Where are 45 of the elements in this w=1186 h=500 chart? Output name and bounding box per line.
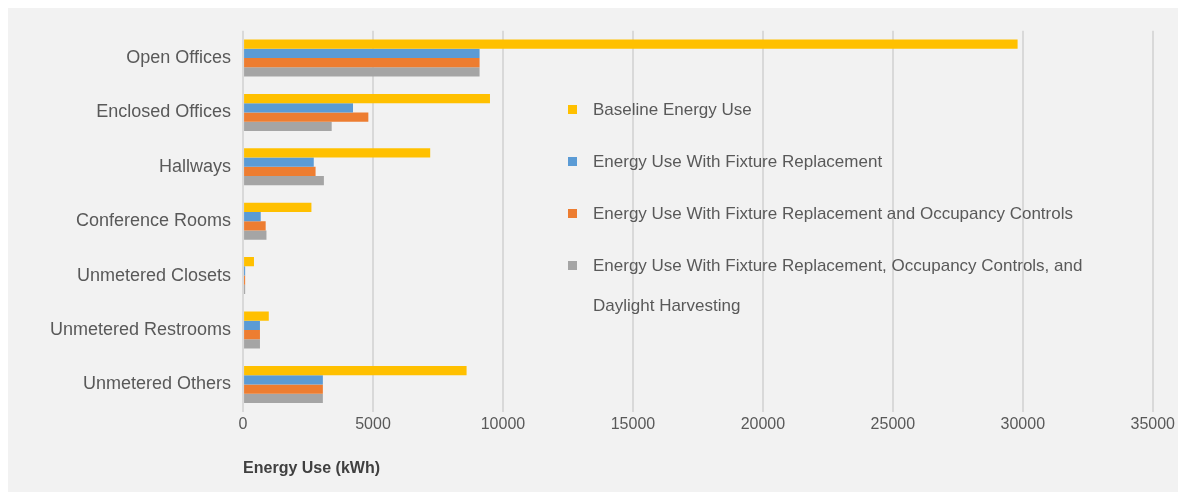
bar — [244, 93, 490, 104]
bar — [244, 103, 354, 113]
bar — [244, 67, 480, 77]
legend-label: Energy Use With Fixture Replacement — [593, 151, 883, 173]
x-tick-label: 30000 — [1000, 414, 1046, 432]
bar — [244, 257, 254, 267]
bar — [244, 221, 266, 231]
y-tick-label: Unmetered Closets — [76, 264, 232, 285]
bar — [244, 365, 467, 376]
bar — [244, 39, 1018, 49]
x-tick-label: 35000 — [1130, 414, 1176, 432]
x-axis-title: Energy Use (kWh) — [243, 458, 380, 476]
legend-label: Energy Use With Fixture Replacement and Occupancy Controls — [593, 203, 1073, 225]
bar — [244, 330, 260, 340]
bar — [244, 393, 323, 403]
bar — [244, 48, 480, 58]
y-tick-label: Unmetered Others — [83, 373, 232, 394]
legend-label: Baseline Energy Use — [593, 99, 752, 121]
y-tick-label: Conference Rooms — [75, 210, 232, 231]
y-tick-label: Unmetered Restrooms — [49, 318, 232, 339]
x-tick-label: 25000 — [870, 414, 916, 432]
bar — [244, 121, 332, 131]
bar — [244, 384, 323, 394]
x-tick-label: 15000 — [610, 414, 656, 432]
bar — [244, 176, 324, 186]
y-tick-label: Enclosed Offices — [96, 101, 232, 122]
y-tick-label: Hallways — [159, 155, 232, 176]
bar — [244, 166, 316, 177]
x-tick-label: 10000 — [480, 414, 526, 432]
bar — [244, 58, 480, 68]
bar — [244, 230, 267, 240]
bar — [244, 202, 312, 212]
bar — [244, 148, 431, 158]
bar — [244, 320, 260, 330]
text: Energy Use With Fixture Replacement, Occupancy Controls, and Daylight Harvesting — [593, 256, 1083, 315]
bar — [244, 157, 314, 167]
bar — [244, 112, 369, 122]
x-tick-label: 0 — [238, 414, 248, 432]
bar — [244, 311, 269, 321]
y-tick-label: Open Offices — [126, 46, 232, 67]
bar — [244, 339, 260, 349]
bar — [244, 375, 323, 385]
x-tick-label: 20000 — [740, 414, 786, 432]
bar — [244, 211, 261, 222]
x-tick-label: 5000 — [355, 414, 391, 432]
